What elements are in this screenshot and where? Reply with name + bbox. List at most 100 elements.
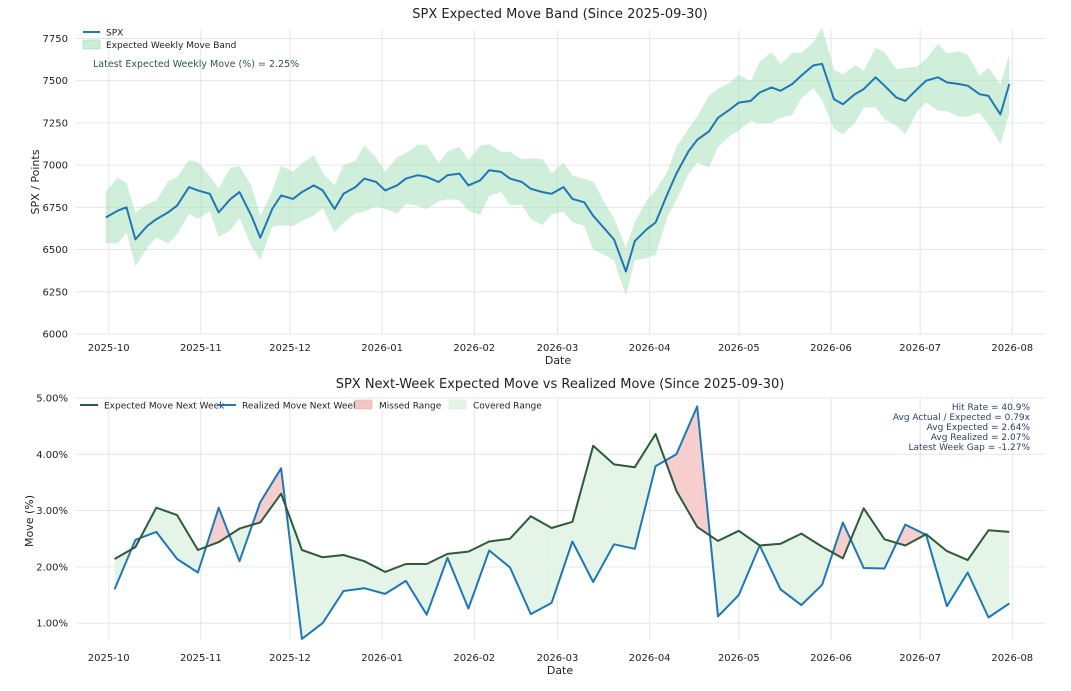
covered-range-segment xyxy=(780,533,802,606)
covered-range-segment xyxy=(634,434,656,549)
expected-move-band xyxy=(105,27,1010,296)
stat-latest-gap: Latest Week Gap = -1.27% xyxy=(909,443,1031,453)
bottom-x-tick-label: 2026-05 xyxy=(718,653,760,664)
legend-band-swatch xyxy=(82,39,101,50)
top-y-tick-label: 6750 xyxy=(43,203,68,214)
top-y-tick-label: 6250 xyxy=(43,287,68,298)
top-y-tick-label: 7250 xyxy=(43,118,68,129)
covered-range-segment xyxy=(850,508,864,568)
bottom-x-tick-labels: 2025-10 2025-11 2025-12 2026-01 2026-02 2026-… xyxy=(88,653,1033,664)
covered-range-segment xyxy=(489,538,510,568)
top-y-tick-label: 6000 xyxy=(43,330,68,341)
stat-hit-rate: Hit Rate = 40.9% xyxy=(952,403,1031,413)
bottom-x-tick-label: 2026-08 xyxy=(991,653,1033,664)
covered-range-segment xyxy=(551,521,573,603)
covered-range-segment xyxy=(988,530,1010,618)
bottom-line-layer xyxy=(113,405,1010,640)
top-annotation: Latest Expected Weekly Move (%) = 2.25% xyxy=(93,59,299,70)
covered-range-segment xyxy=(343,555,365,591)
stat-avg-ratio: Avg Actual / Expected = 0.79x xyxy=(893,413,1031,423)
top-x-tick-label: 2026-03 xyxy=(537,343,579,354)
covered-range-segment xyxy=(593,445,614,582)
stats-box: Hit Rate = 40.9% Avg Actual / Expected =… xyxy=(893,403,1031,453)
missed-range-segment xyxy=(905,524,926,546)
top-x-tick-label: 2026-08 xyxy=(991,343,1033,354)
bottom-x-tick-label: 2026-04 xyxy=(629,653,671,664)
legend-covered-label: Covered Range xyxy=(473,402,542,412)
covered-range-segment xyxy=(177,515,198,573)
legend-expected-label: Expected Move Next Week xyxy=(104,402,225,412)
top-line-layer xyxy=(105,62,1011,273)
bottom-x-tick-label: 2025-11 xyxy=(180,653,222,664)
top-y-tick-label: 7500 xyxy=(43,76,68,87)
covered-range-segment xyxy=(738,530,760,595)
bottom-y-tick-label: 4.00% xyxy=(36,450,68,461)
top-x-tick-label: 2025-12 xyxy=(269,343,311,354)
bottom-y-axis-label: Move (%) xyxy=(23,495,36,547)
bottom-chart-title: SPX Next-Week Expected Move vs Realized … xyxy=(336,377,785,392)
top-y-tick-label: 7750 xyxy=(43,34,68,45)
legend-missed-label: Missed Range xyxy=(379,402,442,412)
top-chart: SPX Expected Move Band (Since 2025-09-30… xyxy=(29,7,1045,367)
missed-range-segment xyxy=(260,468,282,523)
bottom-y-tick-label: 5.00% xyxy=(36,394,68,405)
top-y-tick-labels: 6000 6250 6500 6750 7000 7250 7500 7750 xyxy=(43,34,68,341)
covered-range-segment xyxy=(863,508,885,569)
stat-avg-expected: Avg Expected = 2.64% xyxy=(927,423,1031,433)
top-legend: SPX Expected Weekly Move Band Latest Exp… xyxy=(82,29,299,70)
bottom-x-tick-label: 2026-01 xyxy=(361,653,403,664)
covered-range-segment xyxy=(946,551,968,607)
bottom-x-tick-label: 2025-12 xyxy=(269,653,311,664)
bottom-y-tick-label: 2.00% xyxy=(36,562,68,573)
bottom-x-tick-label: 2025-10 xyxy=(88,653,130,664)
covered-range-segment xyxy=(967,530,989,618)
legend-missed-swatch xyxy=(354,399,373,410)
covered-range-segment xyxy=(530,516,552,615)
realized-move-line xyxy=(113,405,1010,640)
top-x-tick-label: 2026-05 xyxy=(718,343,760,354)
missed-range-segment xyxy=(252,502,261,525)
top-x-tick-labels: 2025-10 2025-11 2025-12 2026-01 2026-02 2026-… xyxy=(88,343,1033,354)
top-y-tick-label: 7000 xyxy=(43,161,68,172)
top-y-axis-label: SPX / Points xyxy=(29,149,42,214)
bottom-x-tick-label: 2026-07 xyxy=(899,653,941,664)
top-x-tick-label: 2026-01 xyxy=(361,343,403,354)
bottom-y-tick-label: 3.00% xyxy=(36,506,68,517)
bottom-x-tick-label: 2026-06 xyxy=(810,653,852,664)
legend-covered-swatch xyxy=(448,399,467,410)
covered-range-segment xyxy=(405,564,427,615)
bottom-chart: SPX Next-Week Expected Move vs Realized … xyxy=(23,377,1045,677)
top-x-tick-label: 2026-02 xyxy=(453,343,495,354)
bottom-x-tick-label: 2026-02 xyxy=(453,653,495,664)
expected-move-line xyxy=(114,433,1010,573)
bottom-y-tick-label: 1.00% xyxy=(36,619,68,630)
top-x-tick-label: 2026-04 xyxy=(629,343,671,354)
top-band-layer xyxy=(105,27,1010,296)
bottom-y-tick-labels: 1.00% 2.00% 3.00% 4.00% 5.00% xyxy=(36,394,68,630)
bottom-fill-layer xyxy=(114,406,1010,639)
missed-range-segment xyxy=(842,522,851,559)
top-x-tick-label: 2025-11 xyxy=(180,343,222,354)
bottom-x-axis-label: Date xyxy=(547,664,574,677)
covered-range-segment xyxy=(301,550,323,639)
stat-avg-realized: Avg Realized = 2.07% xyxy=(931,433,1031,443)
covered-range-segment xyxy=(510,516,531,615)
bottom-x-tick-label: 2026-03 xyxy=(537,653,579,664)
legend-band-label: Expected Weekly Move Band xyxy=(106,41,236,51)
covered-range-segment xyxy=(614,464,635,549)
covered-range-segment xyxy=(385,564,406,594)
legend-spx-label: SPX xyxy=(106,29,123,39)
covered-range-segment xyxy=(572,445,594,582)
top-x-tick-label: 2026-06 xyxy=(810,343,852,354)
top-y-tick-label: 6500 xyxy=(43,245,68,256)
top-x-tick-label: 2026-07 xyxy=(899,343,941,354)
top-chart-title: SPX Expected Move Band (Since 2025-09-30… xyxy=(412,7,708,22)
covered-range-segment xyxy=(322,555,344,624)
bottom-legend: Expected Move Next Week Realized Move Ne… xyxy=(80,399,542,412)
legend-realized-label: Realized Move Next Week xyxy=(242,402,359,412)
missed-range-segment xyxy=(676,406,698,527)
covered-range-segment xyxy=(801,533,823,606)
top-x-axis-label: Date xyxy=(545,354,572,367)
